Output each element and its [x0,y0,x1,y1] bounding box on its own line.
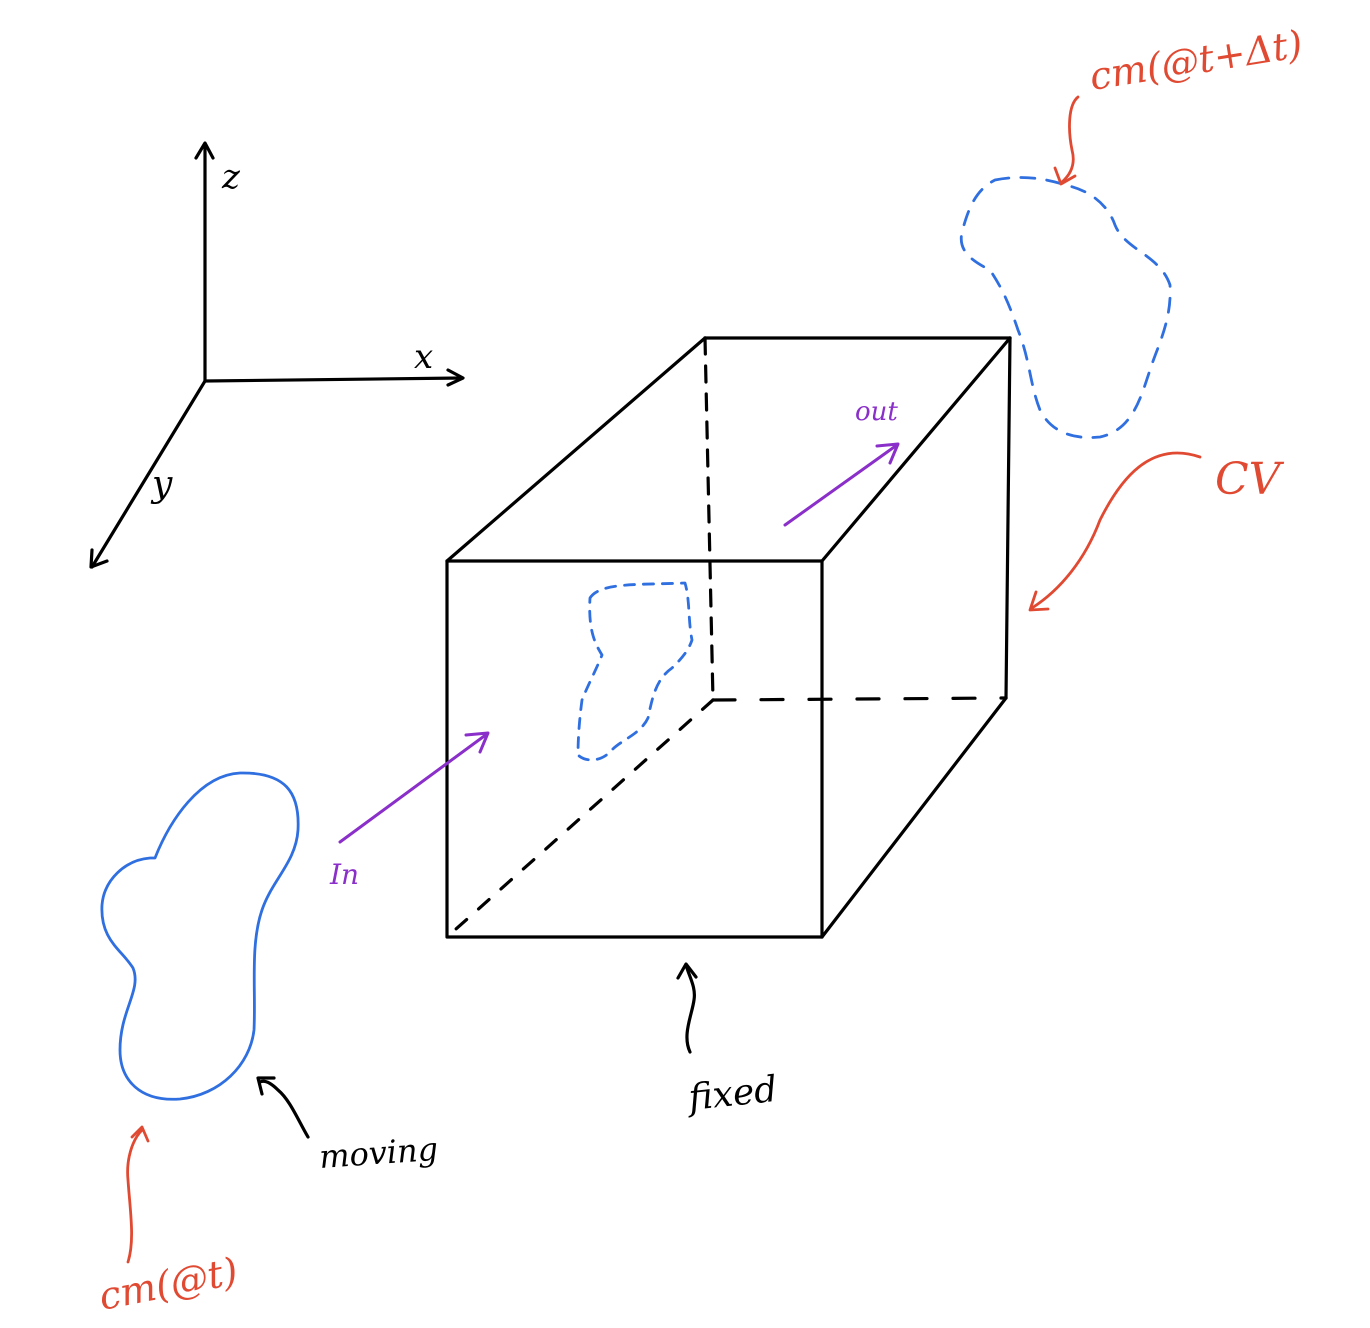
fixed-pointer-arrowhead [676,962,698,980]
black-annotations: moving fixed [256,962,779,1176]
cv-label: CV [1215,454,1285,505]
cv-pointer-curve [1030,451,1202,610]
moving-pointer-curve [258,1079,310,1139]
moving-label: moving [318,1130,439,1176]
coordinate-axes: z x y [89,141,465,569]
y-axis-label: y [150,464,173,505]
box-front-face [445,559,824,939]
cm-t-dt-pointer-curve [1060,95,1080,184]
box-hidden-diagonal-edge [445,698,715,939]
cm-t-label: cm(@t) [95,1249,241,1319]
moving-pointer-arrowhead [256,1076,276,1096]
control-mass-at-t [100,771,300,1101]
box-hidden-horizontal-edge [711,696,1008,702]
y-axis-arrowhead [89,548,109,569]
cv-pointer-arrowhead [1028,590,1050,612]
cm-t-dt-label: cm(@t+Δt) [1087,22,1306,99]
cm-t-dt-pointer-arrowhead [1053,166,1077,186]
box-top-left-edge [445,336,707,563]
control-volume-box [445,336,1012,939]
box-bottom-right-edge [820,696,1008,939]
outflow-arrow [783,443,899,527]
x-axis-label: x [414,337,433,377]
inflow-arrow [338,732,489,844]
red-annotations: CV cm(@t+Δt) cm(@t) [95,22,1305,1319]
y-axis [90,379,207,569]
outflow-arrowhead [875,442,900,465]
inflow-label: In [329,858,359,891]
box-back-right-edge [1004,336,1012,700]
x-axis [203,376,464,383]
inflow-arrowhead [464,731,490,754]
z-axis-label: z [221,157,241,197]
control-mass-at-t-plus-dt [959,176,1172,439]
cm-t-pointer-curve [126,1128,144,1264]
box-hidden-vertical-edge [703,336,715,702]
fixed-pointer-curve [685,966,696,1054]
z-axis-arrowhead [194,141,215,160]
cm-t-pointer-arrowhead [130,1125,150,1143]
control-mass-inside-box [576,581,694,762]
x-axis-arrowhead [446,368,465,387]
outflow-label: out [855,397,898,427]
fixed-label: fixed [684,1069,779,1119]
box-top-right-edge [820,336,1012,563]
flow-arrows: In out [329,397,900,891]
